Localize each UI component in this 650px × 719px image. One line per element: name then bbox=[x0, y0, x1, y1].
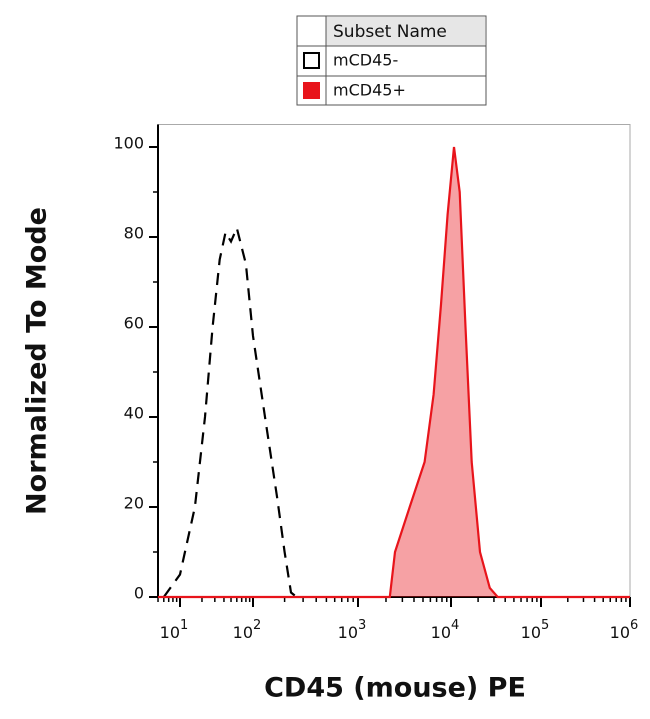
legend-title: Subset Name bbox=[333, 22, 447, 42]
legend-label: mCD45- bbox=[333, 51, 398, 70]
x-axis-label: CD45 (mouse) PE bbox=[264, 673, 526, 704]
legend-swatch bbox=[303, 82, 320, 99]
y-tick-label: 80 bbox=[124, 224, 144, 243]
y-tick-label: 40 bbox=[124, 404, 144, 423]
x-tick-label: 106 bbox=[610, 618, 639, 642]
y-axis-label: Normalized To Mode bbox=[22, 207, 53, 515]
y-tick-label: 20 bbox=[124, 494, 144, 513]
x-tick-label: 105 bbox=[521, 618, 550, 642]
legend-header bbox=[326, 17, 485, 46]
series-line bbox=[158, 146, 630, 599]
series-line bbox=[162, 224, 298, 598]
series-area bbox=[158, 147, 630, 597]
legend-label: mCD45+ bbox=[333, 81, 406, 100]
x-tick-label: 101 bbox=[160, 618, 189, 642]
x-tick-label: 104 bbox=[431, 618, 460, 642]
y-tick-label: 60 bbox=[124, 314, 144, 333]
x-tick-label: 102 bbox=[233, 618, 262, 642]
y-tick-label: 100 bbox=[113, 134, 144, 153]
plot-frame bbox=[157, 124, 631, 598]
y-tick-label: 0 bbox=[134, 584, 144, 603]
x-tick-label: 103 bbox=[338, 618, 367, 642]
legend: Subset Name bbox=[296, 15, 487, 106]
legend-swatch bbox=[303, 52, 320, 69]
